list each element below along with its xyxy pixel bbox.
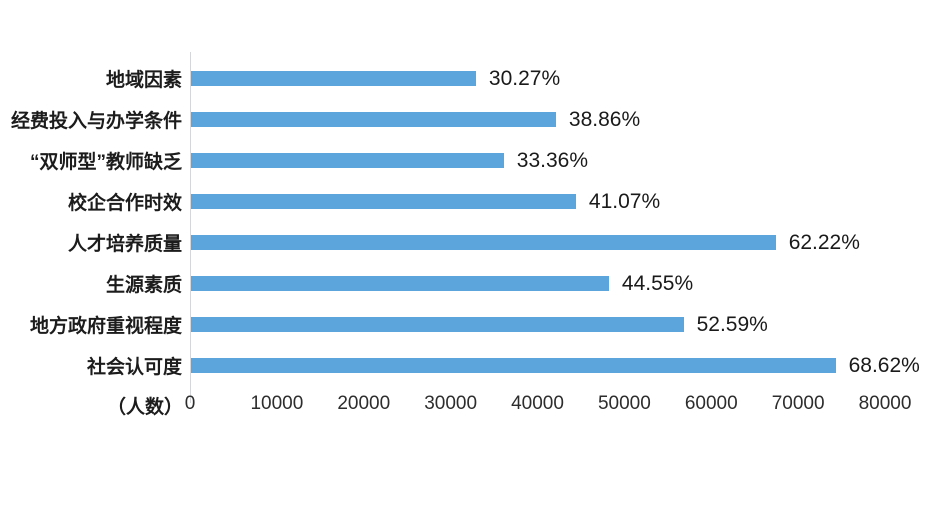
bar-track: 30.27% [191,58,933,99]
category-label: 经费投入与办学条件 [10,111,182,132]
category-label: 地域因素 [105,70,182,91]
x-axis-tick-label: 80000 [858,393,912,414]
value-label: 38.86% [568,107,641,131]
bar-track: 62.22% [191,222,933,263]
bar-track: 52.59% [191,304,933,345]
x-axis-tick-label: 40000 [511,393,564,414]
category-label: 校企合作时效 [67,193,182,214]
bar-row: 社会认可度 68.62% [0,345,933,386]
value-label: 68.62% [848,353,920,377]
bar-track: 41.07% [191,181,933,222]
value-label: 33.36% [516,148,589,172]
bar-row: 生源素质 44.55% [0,263,933,304]
bar-row: 人才培养质量 62.22% [0,222,933,263]
bar-row: 地方政府重视程度 52.59% [0,304,933,345]
category-label: 人才培养质量 [67,234,182,255]
bar [191,276,609,291]
x-axis-tick-label: 20000 [337,393,391,414]
x-axis-tick-label: 60000 [684,393,738,414]
bar [191,71,476,86]
bar-track: 33.36% [191,140,933,181]
value-label: 30.27% [488,66,561,90]
x-axis-tick-label: 70000 [771,393,825,414]
bar [191,194,576,209]
x-axis-tick-label: 50000 [597,393,651,414]
category-label: 地方政府重视程度 [29,316,182,337]
x-axis-unit-label: （人数） [106,397,183,418]
category-label: 生源素质 [105,275,182,296]
bar-row: 地域因素 30.27% [0,58,933,99]
x-axis-tick-label: 10000 [250,393,304,414]
category-label: 社会认可度 [86,357,182,378]
value-label: 62.22% [788,230,860,254]
bar [191,317,684,332]
bar-rows: 地域因素 30.27% 经费投入与办学条件 38.86% “双师型”教师缺乏 33.36%… [0,58,933,386]
category-label: “双师型”教师缺乏 [29,152,182,173]
bar [191,153,504,168]
bar-track: 68.62% [191,345,933,386]
bar-row: 经费投入与办学条件 38.86% [0,99,933,140]
bar [191,112,556,127]
bar-track: 44.55% [191,263,933,304]
bar-row: 校企合作时效 41.07% [0,181,933,222]
value-label: 52.59% [696,312,768,336]
bar-row: “双师型”教师缺乏 33.36% [0,140,933,181]
bar [191,235,776,250]
bar [191,358,836,373]
x-axis-tick-label: 30000 [424,393,478,414]
value-label: 44.55% [621,271,694,295]
y-axis-line [190,52,191,403]
bar-track: 38.86% [191,99,933,140]
value-label: 41.07% [588,189,661,213]
